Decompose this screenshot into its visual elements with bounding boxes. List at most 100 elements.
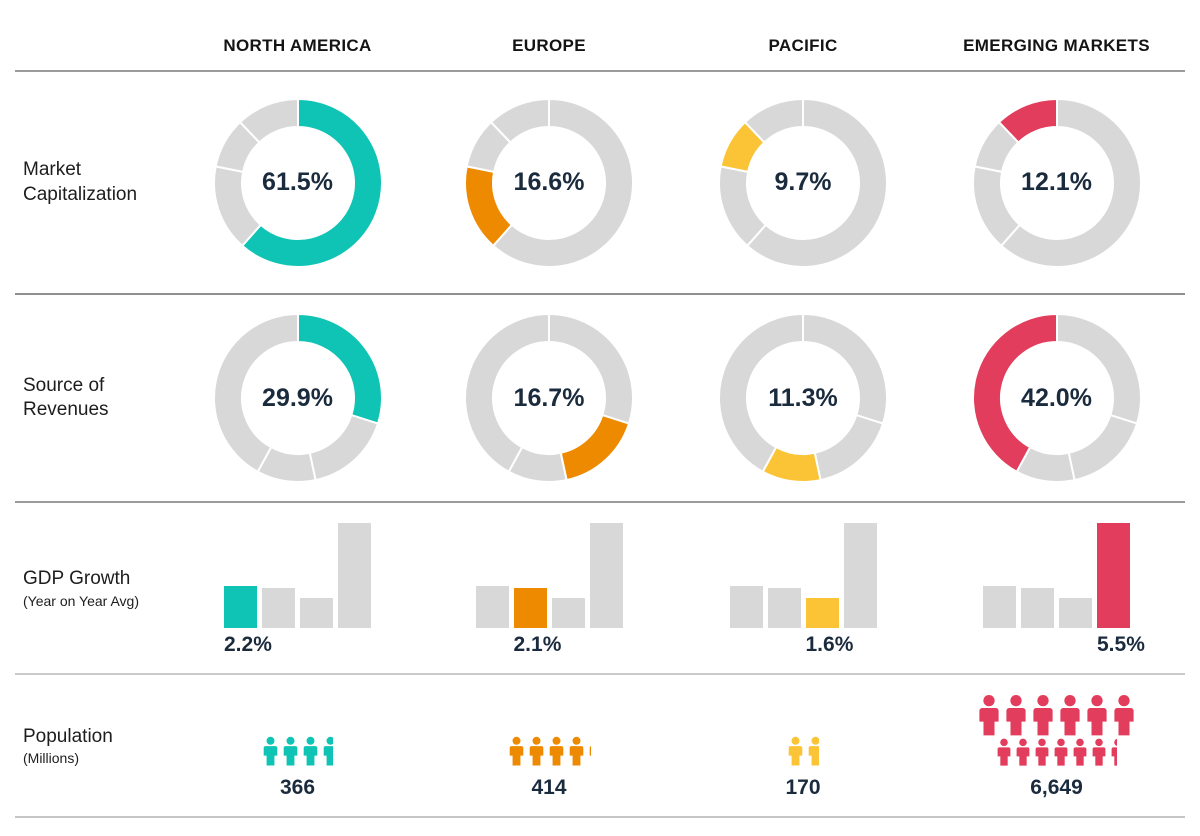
bar-group [983, 518, 1130, 628]
donut-cell-revenues-pacific: 11.3% [678, 312, 928, 484]
gdp-bar [513, 587, 547, 628]
population-value: 366 [279, 776, 316, 799]
donut-value: 61.5% [262, 168, 333, 196]
bar-chart: 2.1% [475, 518, 623, 658]
donut-value: 11.3% [768, 383, 838, 412]
gdp-bar [729, 586, 763, 628]
population-icon-row [262, 736, 333, 766]
person-icon [263, 736, 278, 766]
donut-cell-market-cap-north-america: 61.5% [175, 97, 420, 269]
row-gdp-growth: GDP Growth (Year on Year Avg) 2.2% 2.1% … [15, 503, 1185, 675]
donut-cell-revenues-north-america: 29.9% [175, 312, 420, 484]
row-market-capitalization: Market Capitalization 61.5% 16.6% 9.7% 1… [15, 72, 1185, 295]
donut-ring [212, 312, 383, 483]
population-cell-emerging-markets: 6,649 [928, 675, 1185, 816]
population-pictogram [262, 736, 333, 766]
gdp-bar [589, 523, 623, 628]
donut-chart: 61.5% [212, 97, 384, 269]
donut-chart: 16.7% [463, 312, 635, 484]
gdp-bar [983, 586, 1016, 628]
donut-value: 42.0% [1021, 383, 1092, 412]
gdp-bar [767, 587, 801, 628]
donut-cell-revenues-emerging-markets: 42.0% [928, 312, 1185, 484]
donut-value: 16.7% [513, 383, 585, 412]
donut-ring [464, 312, 634, 483]
donut-ring [212, 97, 383, 268]
row-label-cell: Source of Revenues [15, 374, 175, 423]
bar-value: 2.2% [224, 633, 272, 656]
donut-ring [718, 97, 888, 268]
bar-chart: 5.5% [983, 518, 1145, 658]
column-header-north-america: NORTH AMERICA [223, 36, 372, 55]
donut-cell-market-cap-emerging-markets: 12.1% [928, 97, 1185, 269]
row-population: Population (Millions) 366 414 170 6,649 [15, 675, 1185, 818]
bar-cell-gdp-north-america: 2.2% [175, 518, 420, 658]
bar-group [224, 518, 371, 628]
bar-cell-gdp-pacific: 1.6% [678, 518, 928, 658]
person-icon [303, 736, 318, 766]
donut-chart: 16.6% [463, 97, 635, 269]
person-icon [979, 694, 999, 736]
donut-cell-revenues-europe: 16.7% [420, 312, 678, 484]
bar-group [729, 518, 877, 628]
population-pictogram [508, 736, 591, 766]
person-icon [1035, 738, 1049, 766]
row-label-cell: GDP Growth (Year on Year Avg) [15, 567, 175, 608]
person-icon [589, 746, 591, 756]
header-spacer [15, 56, 175, 70]
donut-ring [464, 97, 634, 268]
donut-ring [971, 97, 1142, 268]
row-label: Market Capitalization [23, 159, 138, 205]
row-label-cell: Market Capitalization [15, 158, 175, 207]
gdp-bar [224, 586, 257, 628]
gdp-bar [1059, 597, 1092, 628]
population-pictogram [787, 736, 819, 766]
gdp-bar [551, 597, 585, 628]
row-label-cell: Population (Millions) [15, 725, 175, 766]
population-pictogram [977, 694, 1136, 766]
person-icon [1087, 694, 1107, 736]
gdp-bar [475, 586, 509, 628]
row-source-of-revenues: Source of Revenues 29.9% 16.7% 11.3% 42.… [15, 295, 1185, 503]
donut-chart: 12.1% [971, 97, 1143, 269]
person-icon [1060, 694, 1080, 736]
partial-person-icon [1110, 738, 1117, 766]
header-row: NORTH AMERICA EUROPE PACIFIC EMERGING MA… [15, 0, 1185, 72]
row-sublabel: (Millions) [23, 750, 79, 767]
person-icon [1006, 694, 1026, 736]
person-icon [283, 736, 298, 766]
bar-group [475, 518, 623, 628]
donut-cell-market-cap-pacific: 9.7% [678, 97, 928, 269]
person-icon [529, 736, 543, 766]
person-icon [1073, 738, 1087, 766]
row-label: Source of Revenues [23, 374, 109, 420]
population-value: 170 [785, 776, 821, 799]
population-value: 6,649 [1030, 776, 1083, 799]
bar-value: 1.6% [805, 633, 854, 656]
person-icon [997, 738, 1011, 766]
bar-value: 2.1% [513, 633, 562, 656]
person-icon [323, 736, 333, 766]
donut-value: 12.1% [1021, 168, 1092, 196]
person-icon [1092, 738, 1106, 766]
person-icon [549, 736, 563, 766]
partial-person-icon [807, 736, 819, 766]
row-label: GDP Growth [23, 568, 131, 590]
person-icon [808, 736, 819, 766]
person-icon [1111, 738, 1117, 766]
population-icon-row [787, 736, 819, 766]
row-sublabel: (Year on Year Avg) [23, 592, 139, 609]
population-cell-north-america: 366 [175, 675, 420, 816]
bar-cell-gdp-europe: 2.1% [420, 518, 678, 658]
column-header-emerging-markets: EMERGING MARKETS [963, 36, 1150, 55]
donut-ring [718, 312, 888, 483]
population-icon-row [996, 738, 1117, 766]
donut-value: 29.9% [262, 383, 333, 412]
gdp-bar [1021, 587, 1054, 628]
partial-person-icon [588, 736, 591, 766]
bar-value: 5.5% [1097, 633, 1145, 656]
donut-chart: 42.0% [971, 312, 1143, 484]
population-icon-row [977, 694, 1136, 736]
gdp-bar [843, 523, 877, 628]
